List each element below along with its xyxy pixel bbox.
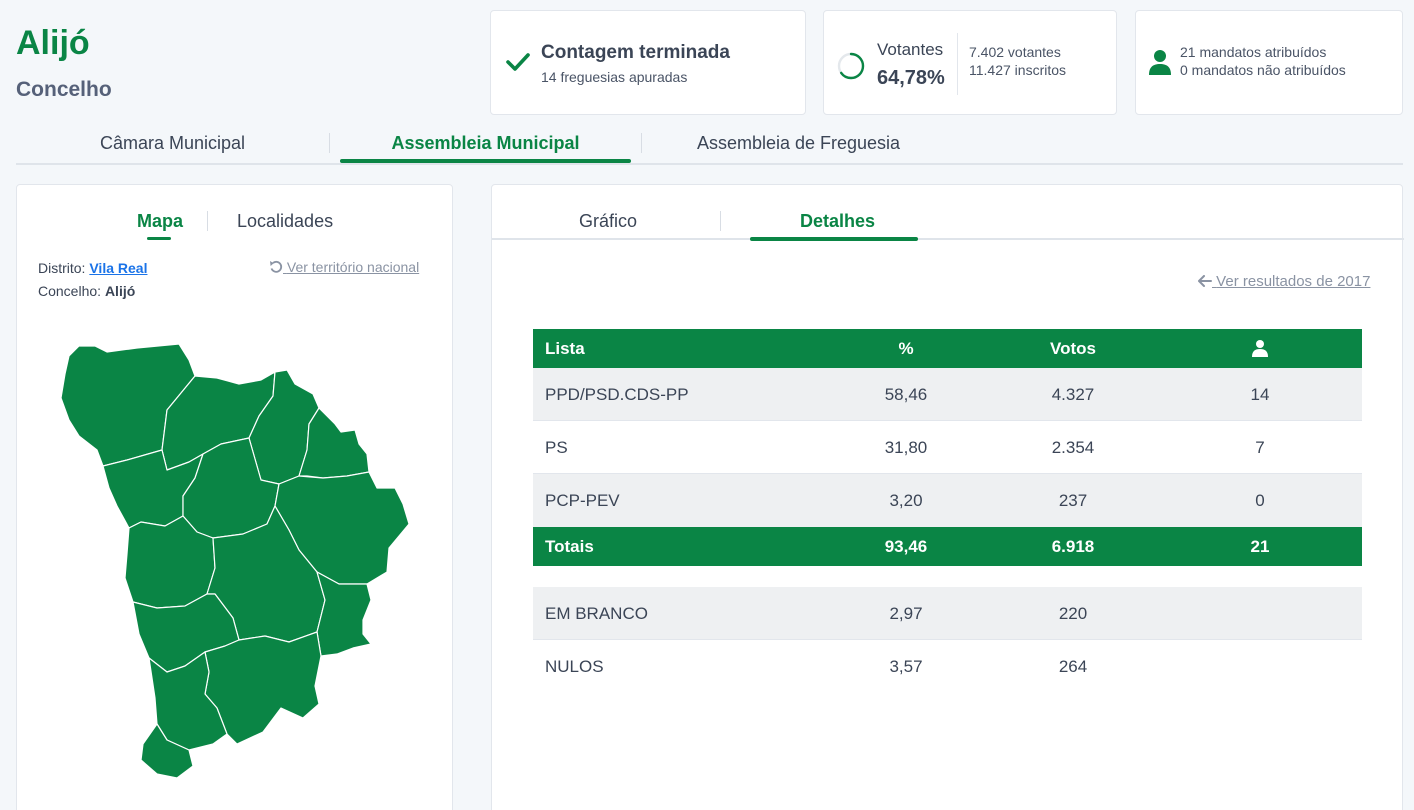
- active-tab-indicator: [750, 237, 918, 241]
- main-tabs: Câmara Municipal Assembleia Municipal As…: [16, 125, 1403, 165]
- tab-grafico[interactable]: Gráfico: [579, 211, 638, 231]
- undo-icon: [270, 260, 283, 273]
- turnout-percent: 64,78%: [877, 67, 945, 89]
- blank-votes-count: 220: [1058, 604, 1088, 623]
- national-territory-link[interactable]: Ver território nacional: [269, 259, 419, 275]
- checkmark-icon: [506, 53, 530, 71]
- party-votes: 237: [1058, 491, 1088, 510]
- party-mandates: 7: [1255, 438, 1265, 457]
- active-tab-indicator: [340, 159, 631, 163]
- previous-results-link-label: Ver resultados de 2017: [1216, 273, 1371, 290]
- tab-localidades[interactable]: Localidades: [237, 211, 334, 231]
- page-title: Alijó: [16, 24, 90, 62]
- null-votes-count: 264: [1058, 657, 1088, 676]
- parishes-counted-text: 14 freguesias apuradas: [541, 69, 688, 85]
- count-status-text: Contagem terminada: [541, 42, 730, 63]
- null-votes-label: NULOS: [545, 657, 604, 676]
- arrow-left-icon: [1198, 275, 1212, 287]
- district-link[interactable]: Vila Real: [89, 260, 148, 276]
- header-votes: Votos: [1050, 339, 1096, 358]
- blank-votes-row: EM BRANCO 2,97 220: [533, 587, 1362, 640]
- tab-separator: [207, 211, 208, 231]
- party-percent: 58,46: [884, 385, 928, 404]
- mandates-person-icon: [1252, 340, 1268, 357]
- tab-separator: [641, 133, 642, 153]
- table-row: PCP-PEV 3,20 237 0: [533, 474, 1362, 527]
- mandates-unassigned: 0 mandatos não atribuídos: [1180, 62, 1346, 78]
- null-votes-percent: 3,57: [889, 657, 923, 676]
- count-status-card: Contagem terminada 14 freguesias apurada…: [490, 10, 806, 115]
- tab-assembleia-freguesia[interactable]: Assembleia de Freguesia: [696, 133, 901, 153]
- municipality-value: Alijó: [104, 283, 136, 299]
- party-votes: 2.354: [1051, 438, 1095, 457]
- tab-detalhes[interactable]: Detalhes: [800, 211, 876, 231]
- blank-votes-label: EM BRANCO: [545, 604, 648, 623]
- municipality-label: Concelho:: [38, 283, 102, 299]
- party-name: PCP-PEV: [545, 491, 620, 510]
- totals-percent: 93,46: [884, 537, 928, 556]
- totals-row: Totais 93,46 6.918 21: [533, 527, 1362, 566]
- district-label: Distrito:: [38, 260, 86, 276]
- tab-camara-municipal[interactable]: Câmara Municipal: [99, 133, 246, 153]
- registered-count: 11.427 inscritos: [969, 62, 1067, 78]
- totals-votes: 6.918: [1051, 537, 1095, 556]
- party-votes: 4.327: [1051, 385, 1095, 404]
- header-mandates: [1205, 329, 1315, 368]
- previous-results-link[interactable]: Ver resultados de 2017: [1198, 273, 1370, 290]
- municipality-map: [60, 343, 410, 778]
- party-name: PS: [545, 438, 568, 457]
- person-icon: [1149, 50, 1171, 75]
- table-row: PS 31,80 2.354 7: [533, 421, 1362, 474]
- page-subtitle: Concelho: [16, 78, 112, 101]
- municipality-info: Concelho: Alijó: [38, 283, 135, 299]
- voters-label: Votantes: [877, 40, 944, 59]
- turnout-ring-icon: [837, 52, 865, 80]
- totals-label: Totais: [545, 537, 594, 556]
- results-panel: Gráfico Detalhes Ver resultados de 2017 …: [491, 184, 1404, 810]
- parish-area: [140, 723, 194, 778]
- party-name: PPD/PSD.CDS-PP: [545, 385, 689, 404]
- null-votes-row: NULOS 3,57 264: [533, 640, 1362, 693]
- header-list: Lista: [545, 339, 585, 358]
- voters-divider: [957, 33, 958, 95]
- party-percent: 31,80: [884, 438, 928, 457]
- table-row: PPD/PSD.CDS-PP 58,46 4.327 14: [533, 368, 1362, 421]
- mandates-assigned: 21 mandatos atribuídos: [1180, 44, 1327, 60]
- voters-card: Votantes 64,78% 7.402 votantes 11.427 in…: [823, 10, 1117, 115]
- active-tab-indicator: [147, 237, 171, 240]
- table-header: Lista % Votos: [533, 329, 1362, 368]
- voters-count: 7.402 votantes: [969, 44, 1061, 60]
- tab-separator: [720, 211, 721, 231]
- tabs-baseline: [492, 238, 1404, 240]
- mandates-card: 21 mandatos atribuídos 0 mandatos não at…: [1135, 10, 1403, 115]
- party-mandates: 14: [1250, 385, 1270, 404]
- map-panel: Mapa Localidades Distrito: Vila Real Con…: [16, 184, 453, 810]
- tab-assembleia-municipal[interactable]: Assembleia Municipal: [391, 133, 580, 153]
- party-mandates: 0: [1255, 491, 1265, 510]
- tab-separator: [329, 133, 330, 153]
- header-percent: %: [898, 339, 914, 358]
- blank-votes-percent: 2,97: [889, 604, 923, 623]
- party-percent: 3,20: [889, 491, 923, 510]
- totals-mandates: 21: [1250, 537, 1270, 556]
- national-territory-link-label: Ver território nacional: [286, 259, 420, 275]
- parish-area: [316, 571, 372, 657]
- district-info: Distrito: Vila Real: [38, 260, 147, 276]
- tab-mapa[interactable]: Mapa: [137, 211, 184, 231]
